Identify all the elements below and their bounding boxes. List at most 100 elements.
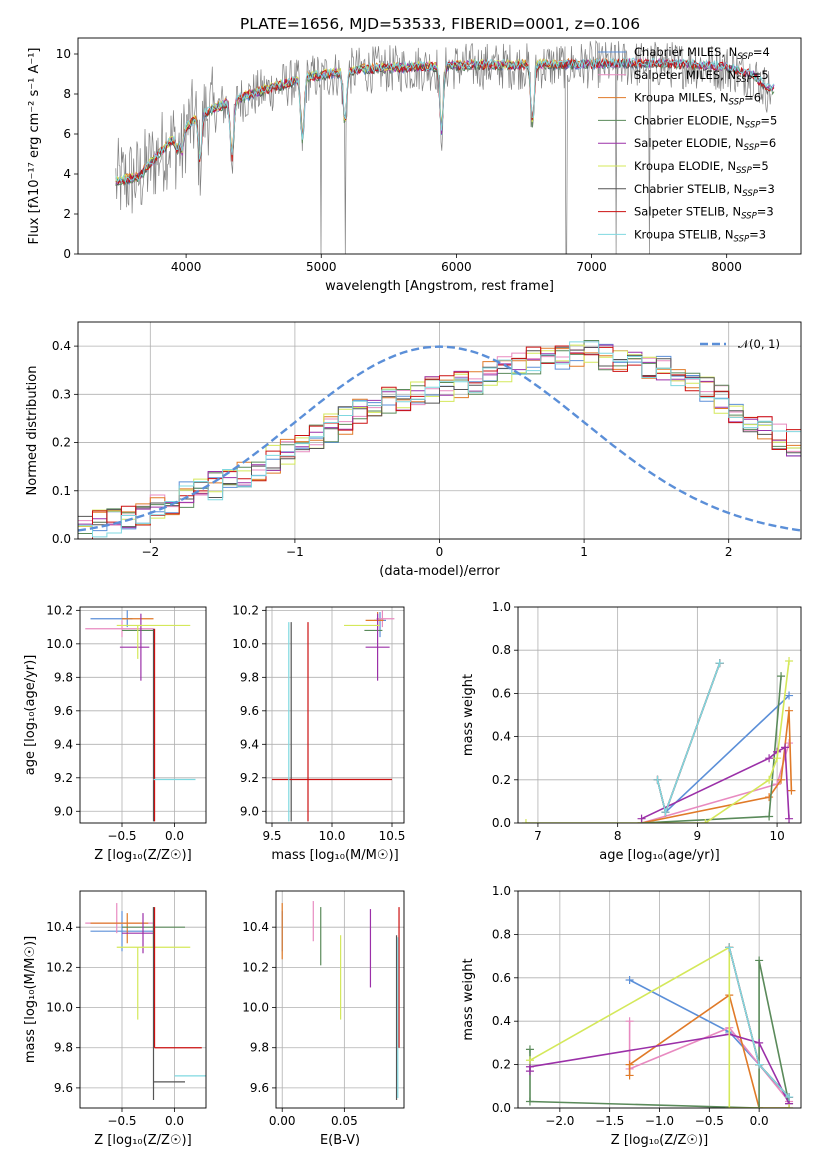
legend-label-suffix: =5: [752, 159, 769, 173]
legend-label-text: Kroupa MILES, N: [634, 91, 729, 105]
y-axis-label: Normed distribution: [25, 366, 40, 496]
series-marker: [785, 706, 794, 715]
errorbar-point-salpeter-elodie: [122, 913, 154, 954]
x-tick-label: 0.0: [750, 1114, 769, 1128]
panel-age-vs-mass: 9.5 10.0 10.5 9.0 9.2 9.4 9.6 9.8 10.0 10.2 mass […: [232, 603, 405, 863]
legend-label-suffix: =4: [753, 45, 770, 59]
legend-label-suffix: =6: [759, 136, 776, 150]
series-marker: [765, 775, 774, 784]
x-tick-label: 4000: [171, 260, 202, 274]
x-tick-label: 5000: [306, 260, 337, 274]
series-marker: [773, 754, 782, 763]
series-marker: [661, 808, 670, 817]
errorbar-point-salpeter-miles: [376, 610, 395, 628]
series-marker: [755, 1104, 764, 1108]
x-axis-label: E(B-V): [320, 1133, 360, 1148]
legend-entry: Salpeter MILES, NSSP=5: [598, 68, 769, 85]
legend-label-sub: SSP: [741, 212, 757, 222]
y-tick-label: 8: [63, 87, 71, 101]
legend-label-sub: SSP: [745, 120, 761, 130]
series-kroupa-stelib: [725, 943, 794, 1102]
y-tick-label: 6: [63, 127, 71, 141]
y-tick-label: 0.0: [492, 816, 511, 830]
legend-label: 𝒩(0, 1): [738, 337, 780, 351]
y-tick-label: 0.3: [52, 387, 71, 401]
series-marker: [785, 691, 794, 700]
y-tick-label: 0.0: [52, 532, 71, 546]
y-tick-label: 0: [63, 247, 71, 261]
legend-label-text: Chabrier STELIB, N: [634, 182, 742, 196]
axes-frame: [77, 321, 802, 540]
series-marker: [765, 812, 774, 821]
x-tick-label: 9.5: [262, 829, 281, 843]
legend-label-sub: SSP: [734, 234, 750, 244]
y-tick-label: 9.2: [54, 771, 73, 785]
series-marker: [525, 1097, 534, 1106]
y-tick-label: 9.8: [250, 1041, 269, 1055]
series-marker: [625, 1060, 634, 1069]
errorbar-point-chabrier-stelib: [152, 907, 185, 1100]
x-tick-label: −1.0: [645, 1114, 674, 1128]
x-tick-label: 7000: [576, 260, 607, 274]
series-marker: [755, 1060, 764, 1069]
x-tick-label: 0: [436, 545, 444, 559]
series-marker: [715, 659, 724, 668]
x-tick-label: −1: [286, 545, 304, 559]
panel-residual-histogram: −2 −1 0 1 2 0.0 0.1 0.2 0.3 0.4 (data-model)/error…: [25, 321, 802, 579]
y-tick-label: 10.2: [232, 603, 259, 617]
legend-entry: Chabrier ELODIE, NSSP=5: [598, 113, 777, 130]
model-line-kroupa-miles: [115, 57, 653, 184]
y-tick-label: 10.2: [46, 960, 73, 974]
legend-label-suffix: =5: [760, 113, 777, 127]
x-tick-label: 6000: [441, 260, 472, 274]
y-tick-label: 9.0: [54, 804, 73, 818]
legend-entry: Salpeter ELODIE, NSSP=6: [598, 136, 776, 153]
legend-label: Chabrier MILES, NSSP=4: [634, 45, 770, 62]
series-marker: [625, 1071, 634, 1080]
legend-label-text: Chabrier MILES, N: [634, 45, 737, 59]
y-tick-label: 9.4: [240, 737, 259, 751]
errorbar-point-salpeter-stelib: [272, 622, 392, 822]
y-tick-label: 9.6: [250, 1081, 269, 1095]
y-tick-label: 10.0: [242, 1001, 269, 1015]
x-tick-label: −2: [141, 545, 159, 559]
series-marker: [765, 793, 774, 802]
plot-area: [272, 610, 395, 822]
y-tick-label: 10.2: [46, 603, 73, 617]
y-axis-label: mass [log₁₀(M/M☉)]: [23, 936, 38, 1063]
legend-label-text: Salpeter ELODIE, N: [634, 136, 744, 150]
series-marker: [787, 786, 796, 795]
legend-label-suffix: =3: [758, 182, 775, 196]
series-marker: [637, 814, 646, 823]
series-marker: [777, 775, 786, 784]
series-marker: [785, 814, 794, 823]
legend-label-suffix: =3: [757, 205, 774, 219]
plot-area: [78, 340, 801, 539]
y-tick-label: 2: [63, 207, 71, 221]
legend-label-sub: SSP: [736, 166, 752, 176]
y-tick-label: 10.0: [46, 637, 73, 651]
legend-entry: Chabrier MILES, NSSP=4: [598, 45, 770, 62]
errorbar-point-salpeter-elodie: [119, 613, 150, 681]
axes-frame: [77, 37, 802, 255]
y-tick-label: 0.2: [492, 1058, 511, 1072]
legend-entry: Salpeter STELIB, NSSP=3: [598, 205, 774, 222]
y-tick-label: 1.0: [492, 600, 511, 614]
series-kroupa-stelib: [653, 659, 724, 817]
panel-age-vs-Z: −0.5 0.0 9.0 9.2 9.4 9.6 9.8 10.0 10.2 Z [log₁₀(Z…: [23, 603, 207, 863]
legend-label: Kroupa MILES, NSSP=6: [634, 91, 761, 108]
normal-curve: [78, 345, 801, 532]
panel-spectrum: 4000 5000 6000 7000 8000 0 2 4 6 8 10 wavelength [A…: [27, 37, 802, 294]
x-tick-label: 0.0: [165, 829, 184, 843]
legend-label: Kroupa ELODIE, NSSP=5: [634, 159, 769, 176]
y-axis-label: age [log₁₀(age/yr)]: [23, 655, 38, 776]
legend-label-sub: SSP: [744, 143, 760, 153]
errorbar-point-chabrier-miles: [374, 612, 386, 638]
series-marker: [785, 739, 794, 748]
y-tick-label: 4: [63, 167, 71, 181]
series-marker: [785, 657, 794, 665]
plot-area: [85, 903, 206, 1100]
series-marker: [653, 775, 662, 784]
legend-entry: Chabrier STELIB, NSSP=3: [598, 182, 775, 199]
legend-label: Chabrier STELIB, NSSP=3: [634, 182, 775, 199]
